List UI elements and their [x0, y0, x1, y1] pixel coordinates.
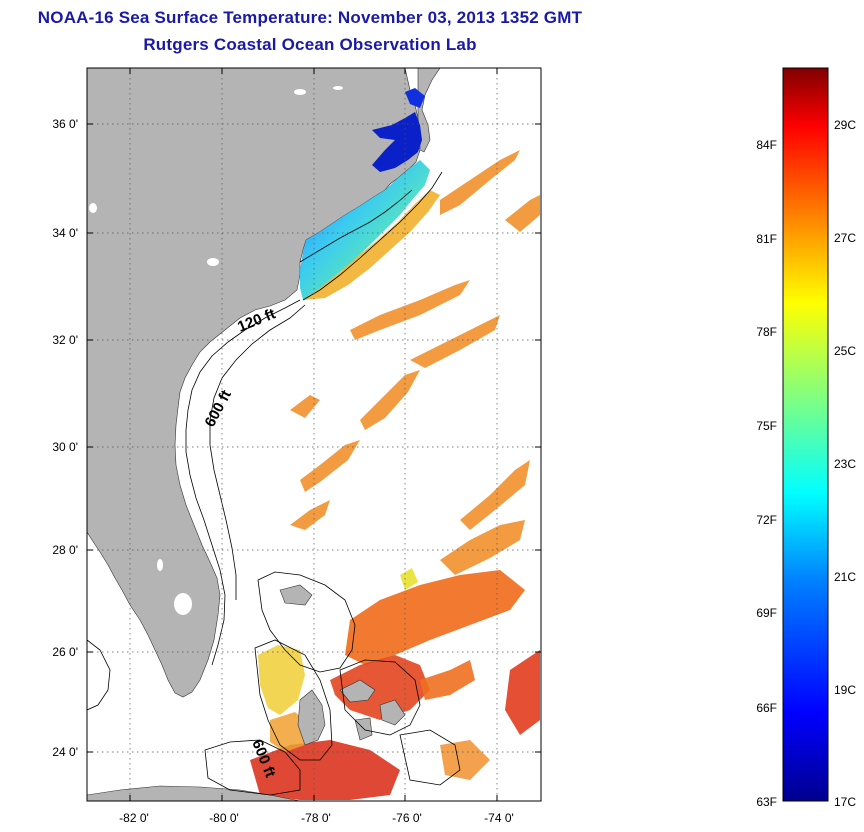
lat-tick-label: 32 0'	[52, 333, 78, 347]
colorbar-label-f: 72F	[756, 513, 777, 527]
colorbar-label-c: 29C	[834, 118, 856, 132]
lon-tick-label: -80 0'	[209, 811, 239, 825]
sst-gulf-stream-streaks	[290, 150, 540, 575]
lat-tick-label: 36 0'	[52, 117, 78, 131]
inland-lake	[207, 258, 219, 266]
bathymetry-contours	[87, 171, 461, 796]
colorbar-label-f: 69F	[756, 606, 777, 620]
lon-tick-label: -76 0'	[392, 811, 422, 825]
lat-tick-label: 28 0'	[52, 543, 78, 557]
sst-sound-cold	[405, 88, 425, 108]
colorbar-label-f: 78F	[756, 325, 777, 339]
colorbar-label-c: 23C	[834, 457, 856, 471]
colorbar-label-c: 17C	[834, 795, 856, 809]
sst-shelf-band	[300, 160, 430, 300]
land-cuba	[87, 785, 301, 801]
colorbar-label-f: 84F	[756, 138, 777, 152]
bahamas-islands	[279, 584, 406, 746]
inland-lake	[89, 203, 97, 213]
land-us-southeast	[87, 68, 421, 698]
map-subtitle: Rutgers Coastal Ocean Observation Lab	[143, 35, 477, 54]
lon-tick-label: -74 0'	[484, 811, 514, 825]
lon-tick-label: -78 0'	[301, 811, 331, 825]
map-tick-marks	[87, 68, 541, 801]
lat-tick-label: 34 0'	[52, 226, 78, 240]
inland-lake	[333, 86, 343, 90]
temperature-colorbar	[782, 67, 829, 802]
colorbar-label-c: 19C	[834, 683, 856, 697]
lat-tick-label: 24 0'	[52, 745, 78, 759]
colorbar-label-f: 63F	[756, 795, 777, 809]
inland-lake	[294, 89, 306, 95]
colorbar-label-f: 75F	[756, 419, 777, 433]
colorbar-label-c: 21C	[834, 570, 856, 584]
colorbar-label-f: 66F	[756, 701, 777, 715]
lake-okeechobee	[174, 593, 192, 615]
colorbar-label-c: 25C	[834, 344, 856, 358]
colorbar-label-c: 27C	[834, 231, 856, 245]
sst-warm-band	[303, 190, 440, 300]
lon-tick-label: -82 0'	[119, 811, 149, 825]
map-title: NOAA-16 Sea Surface Temperature: Novembe…	[37, 8, 583, 27]
lat-tick-label: 30 0'	[52, 440, 78, 454]
lat-tick-label: 26 0'	[52, 645, 78, 659]
sst-sound-cold	[372, 112, 422, 172]
colorbar-label-f: 81F	[756, 232, 777, 246]
map-gridlines	[87, 68, 541, 801]
inland-lake	[157, 559, 163, 571]
